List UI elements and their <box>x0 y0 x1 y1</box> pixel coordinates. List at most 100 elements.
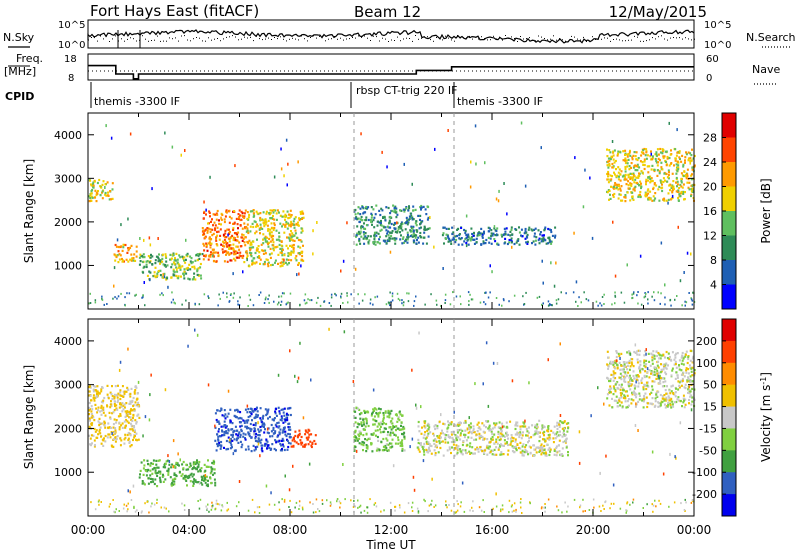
data-cell <box>670 406 673 409</box>
data-cell <box>164 478 167 481</box>
data-cell <box>648 196 651 199</box>
data-cell <box>161 292 163 295</box>
data-cell <box>567 422 570 425</box>
data-cell <box>274 423 277 426</box>
data-cell <box>473 438 476 441</box>
data-cell <box>399 238 402 241</box>
data-cell <box>360 227 363 230</box>
data-cell <box>420 226 422 229</box>
data-cell <box>497 430 500 433</box>
data-cell <box>204 481 207 484</box>
data-cell <box>89 385 91 388</box>
data-cell <box>636 374 639 377</box>
data-cell <box>230 428 233 431</box>
data-cell <box>488 241 491 244</box>
data-cell <box>209 477 212 480</box>
data-cell <box>243 261 246 264</box>
data-cell <box>127 438 130 442</box>
data-cell <box>501 435 504 438</box>
data-cell <box>359 207 362 210</box>
data-cell <box>220 444 223 447</box>
nsearch-point <box>349 38 350 40</box>
data-cell <box>132 404 135 408</box>
data-cell <box>659 371 662 374</box>
data-cell <box>250 241 252 244</box>
data-cell <box>300 240 303 243</box>
data-cell <box>461 243 464 246</box>
data-cell <box>555 261 557 265</box>
data-cell <box>120 403 123 406</box>
data-cell <box>393 425 396 428</box>
data-cell <box>186 252 189 255</box>
data-cell <box>92 434 95 437</box>
data-cell <box>463 433 465 436</box>
data-cell <box>134 294 136 297</box>
data-cell <box>274 259 277 262</box>
data-cell <box>232 430 235 433</box>
data-cell <box>233 222 236 225</box>
data-cell <box>680 160 683 163</box>
data-cell <box>470 237 473 240</box>
data-cell <box>228 440 231 444</box>
data-cell <box>252 410 255 413</box>
data-cell <box>225 430 228 433</box>
data-cell <box>366 236 368 240</box>
data-cell <box>125 390 128 393</box>
data-cell <box>684 161 686 164</box>
data-cell <box>169 476 172 479</box>
data-cell <box>669 189 671 192</box>
nsearch-point <box>634 35 635 37</box>
data-cell <box>212 224 214 227</box>
data-cell <box>663 155 666 158</box>
nsearch-point <box>487 39 488 41</box>
data-cell <box>477 232 480 235</box>
data-cell <box>448 238 451 241</box>
data-cell <box>280 444 283 447</box>
data-cell <box>483 449 486 452</box>
nsearch-point <box>400 40 401 42</box>
data-cell <box>447 227 450 230</box>
data-cell <box>232 248 235 251</box>
data-cell <box>666 405 669 408</box>
data-cell <box>254 439 257 442</box>
data-cell <box>374 429 377 432</box>
data-cell <box>685 350 688 353</box>
data-cell <box>510 434 513 437</box>
data-cell <box>624 157 627 160</box>
data-cell <box>303 299 306 302</box>
data-cell <box>124 433 127 436</box>
data-cell <box>259 232 261 235</box>
data-cell <box>640 151 643 154</box>
nsearch-point <box>538 35 539 37</box>
data-cell <box>620 374 623 377</box>
data-cell <box>532 240 535 243</box>
data-cell <box>178 464 180 467</box>
data-cell <box>683 170 686 173</box>
data-cell <box>406 219 409 222</box>
data-cell <box>275 414 278 417</box>
data-cell <box>226 245 229 248</box>
data-cell <box>292 223 295 226</box>
data-cell <box>139 473 141 476</box>
data-cell <box>243 216 246 219</box>
data-cell <box>301 441 304 444</box>
data-cell <box>284 213 287 216</box>
data-cell <box>319 304 322 307</box>
data-cell <box>381 150 383 154</box>
data-cell <box>388 219 391 222</box>
data-cell <box>244 236 247 239</box>
data-cell <box>285 138 288 142</box>
data-cell <box>264 240 267 243</box>
data-cell <box>274 430 277 433</box>
data-cell <box>668 164 671 167</box>
data-cell <box>280 251 283 254</box>
data-cell <box>146 459 149 462</box>
data-cell <box>427 432 430 435</box>
data-cell <box>403 162 405 166</box>
data-cell <box>367 411 370 414</box>
data-cell <box>271 435 274 438</box>
data-cell <box>627 398 630 401</box>
data-cell <box>220 243 223 246</box>
data-cell <box>244 437 246 440</box>
data-cell <box>251 259 254 263</box>
